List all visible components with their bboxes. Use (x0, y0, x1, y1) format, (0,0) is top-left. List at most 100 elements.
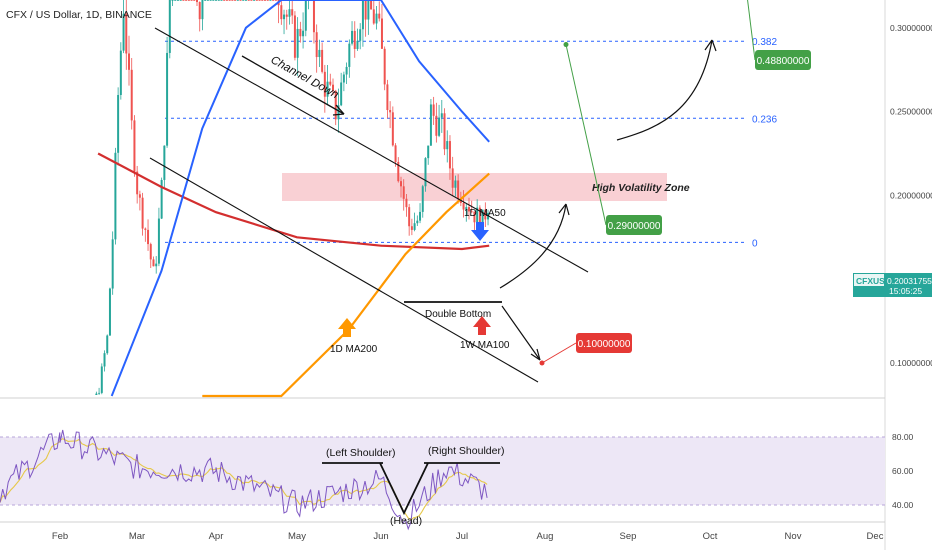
candle-body-55 (209, 0, 212, 1)
candle-body-63 (231, 0, 234, 1)
candle-body-89 (302, 30, 305, 37)
candle-body-133 (421, 186, 424, 212)
ma50-line (110, 0, 490, 397)
candle-body-20 (114, 152, 117, 240)
candle-body-28 (136, 171, 139, 195)
candle-body-59 (220, 0, 223, 1)
candle-body-123 (394, 145, 397, 162)
candle-body-71 (253, 0, 256, 1)
target-label-2: 0.10000000 (578, 339, 631, 350)
candle-body-32 (147, 229, 150, 245)
head-shape (379, 462, 429, 516)
candle-body-149 (465, 207, 468, 210)
candle-body-96 (321, 49, 324, 72)
candle-body-29 (138, 194, 141, 198)
candle-body-72 (255, 0, 258, 1)
candle-body-57 (215, 0, 218, 1)
candle-body-15 (100, 366, 103, 393)
candle-body-16 (103, 353, 106, 367)
candle-body-155 (481, 209, 484, 233)
ma50-label: 1D MA50 (464, 208, 506, 219)
candle-body-48 (190, 0, 193, 1)
candle-body-148 (462, 202, 465, 210)
candle-body-90 (304, 0, 307, 31)
price-tick-6: 0.20000000 (890, 190, 932, 200)
candle-body-102 (337, 105, 340, 120)
candle-body-58 (217, 0, 220, 1)
candle-body-62 (228, 0, 231, 1)
right-shoulder-label: (Right Shoulder) (428, 445, 504, 457)
candle-body-82 (283, 14, 286, 20)
candle-body-54 (206, 0, 209, 1)
projection-arrow-mid (499, 203, 567, 289)
candle-body-51 (198, 2, 201, 20)
candle-body-115 (372, 9, 375, 24)
target-connector-0 (747, 0, 756, 61)
candle-body-108 (353, 30, 356, 49)
candle-body-45 (182, 0, 185, 1)
candle-body-75 (264, 0, 266, 1)
rsi-tick-1: 60.00 (892, 466, 914, 476)
candle-body-152 (473, 211, 476, 223)
head-label: (Head) (390, 515, 422, 527)
candle-body-26 (130, 69, 133, 121)
time-tick-7: Sep (620, 531, 637, 542)
channel-down-arrowhead (332, 104, 345, 116)
candle-body-77 (269, 0, 272, 1)
ma100w-arrow-icon (473, 316, 491, 335)
candle-body-131 (416, 220, 419, 224)
candle-body-141 (443, 113, 446, 150)
candle-body-13 (95, 393, 98, 395)
candle-body-150 (468, 207, 470, 212)
candle-body-50 (196, 0, 198, 3)
candle-body-125 (400, 181, 402, 187)
candle-body-98 (326, 81, 329, 97)
candle-body-33 (149, 244, 152, 260)
candle-body-103 (340, 82, 343, 106)
countdown-value: 15:05:25 (889, 286, 922, 296)
target-label-1: 0.29000000 (608, 221, 661, 232)
candle-body-104 (342, 74, 345, 83)
ma50-arrow-icon (471, 222, 489, 241)
candle-body-60 (223, 0, 226, 1)
time-tick-6: Aug (537, 531, 554, 542)
candle-body-137 (432, 104, 435, 116)
ma200-arrow-icon (338, 318, 356, 337)
ma100w-line (97, 152, 490, 251)
candle-body-126 (402, 186, 405, 199)
time-tick-2: Apr (209, 531, 224, 542)
candle-body-86 (293, 15, 296, 58)
left-shoulder-label: (Left Shoulder) (326, 447, 395, 459)
projection-arrowhead-high (704, 39, 717, 52)
candle-body-53 (204, 0, 207, 1)
candle-body-122 (391, 112, 394, 146)
rsi-tick-0: 80.00 (892, 432, 914, 442)
candle-body-76 (266, 0, 269, 1)
candle-body-107 (351, 30, 354, 44)
candle-body-42 (174, 0, 177, 1)
candle-body-85 (291, 9, 294, 16)
candle-body-109 (356, 40, 359, 49)
channel-lower-line (149, 157, 539, 383)
candle-body-64 (234, 0, 237, 1)
candle-body-43 (176, 0, 179, 1)
price-tick-8: 0.10000000 (890, 358, 932, 368)
candle-body-27 (133, 120, 136, 172)
candle-body-49 (193, 0, 196, 1)
ma100w-label: 1W MA100 (460, 340, 510, 351)
candle-body-30 (141, 197, 144, 229)
candle-body-79 (274, 0, 277, 1)
candle-body-139 (438, 117, 441, 136)
candle-body-128 (408, 207, 411, 227)
ticker-label: CFXUSD (856, 276, 891, 286)
candle-body-151 (470, 211, 473, 213)
candle-body-135 (427, 145, 430, 159)
target-box-0 (755, 50, 811, 70)
candle-body-116 (375, 13, 378, 24)
time-tick-9: Nov (785, 531, 802, 542)
candle-body-38 (163, 145, 166, 180)
candle-body-121 (389, 110, 392, 113)
candle-body-25 (128, 53, 130, 70)
candle-body-36 (157, 218, 160, 264)
candle-body-153 (476, 207, 479, 223)
